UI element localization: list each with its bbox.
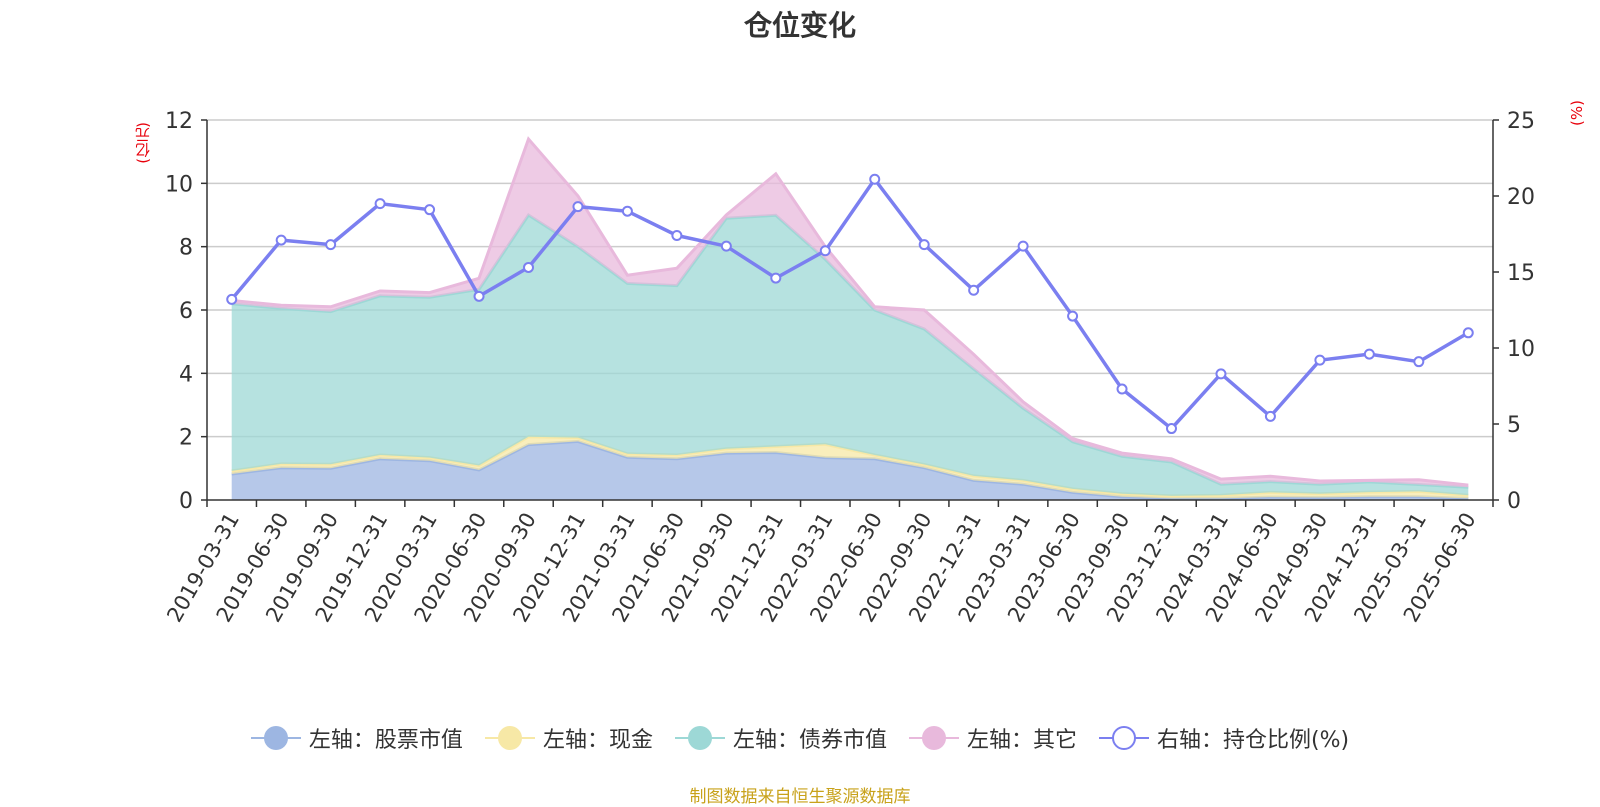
line-point [572, 201, 584, 213]
line-point [523, 261, 534, 273]
legend-item[interactable]: 右轴：持仓比例(%) [1098, 722, 1350, 754]
line-point [1314, 354, 1326, 366]
line-point [720, 240, 732, 252]
line-point [1462, 327, 1474, 339]
right-axis-tick-label: 5 [1507, 413, 1521, 438]
line-point [918, 239, 930, 251]
right-axis-tick-label: 0 [1507, 489, 1521, 514]
line-point [1017, 240, 1029, 252]
line-point [1215, 368, 1227, 380]
line-point [869, 173, 881, 185]
line-point [473, 290, 485, 302]
legend-swatch [1098, 723, 1149, 753]
line-series [226, 173, 1474, 435]
right-axis-tick-label: 25 [1507, 109, 1535, 134]
line-point [968, 284, 980, 296]
left-axis-tick-label: 2 [179, 426, 193, 451]
area-series [231, 136, 1469, 500]
position-chart: 02468101205101520252019-03-312019-06-302… [162, 109, 1535, 626]
line-point [275, 234, 287, 246]
line-point [819, 245, 831, 257]
legend-swatch [484, 723, 535, 753]
right-axis-tick-label: 10 [1507, 337, 1535, 362]
line-右轴：持仓比例(%) [230, 177, 1470, 431]
line-point [621, 205, 633, 217]
source-note: 制图数据来自恒生聚源数据库 [689, 787, 911, 807]
left-axis-tick-label: 8 [179, 236, 193, 261]
line-point [1413, 356, 1425, 368]
line-point [325, 239, 337, 251]
legend-swatch [674, 723, 725, 753]
area-左轴：股票市值 [231, 441, 1469, 500]
legend-label: 左轴：债券市值 [732, 728, 887, 753]
area-左轴：现金 [231, 436, 1469, 499]
line-point [374, 198, 386, 210]
line-point [226, 293, 238, 305]
line-point [1116, 383, 1128, 395]
legend-item[interactable]: 左轴：现金 [484, 722, 653, 754]
left-axis-tick-label: 10 [165, 172, 193, 197]
chart-title: 仓位变化 [743, 9, 856, 42]
legend: 左轴：股票市值 左轴：现金 左轴：债券市值 左轴：其它 右轴：持仓比例(%) [0, 722, 1600, 754]
line-point [1067, 310, 1079, 322]
legend-item[interactable]: 左轴：其它 [908, 722, 1077, 754]
legend-swatch [908, 723, 959, 753]
legend-label: 左轴：现金 [542, 728, 653, 753]
legend-item[interactable]: 左轴：股票市值 [250, 722, 463, 754]
line-point [424, 204, 436, 216]
line-point [671, 230, 683, 242]
line-point [1363, 348, 1375, 360]
left-axis-tick-label: 12 [165, 109, 193, 134]
left-axis-tick-label: 6 [179, 299, 193, 324]
legend-label: 右轴：持仓比例(%) [1156, 728, 1350, 753]
right-axis-tick-label: 20 [1507, 185, 1535, 210]
legend-label: 左轴：股票市值 [308, 728, 463, 753]
line-point [770, 272, 782, 284]
legend-label: 左轴：其它 [966, 728, 1077, 753]
legend-item[interactable]: 左轴：债券市值 [674, 722, 887, 754]
right-axis-tick-label: 15 [1507, 261, 1535, 286]
area-edge-左轴：其它 [231, 136, 1469, 487]
left-axis-tick-label: 4 [179, 362, 193, 387]
area-左轴：债券市值 [231, 215, 1469, 496]
left-axis-tick-label: 0 [179, 489, 193, 514]
legend-swatch [250, 723, 301, 753]
line-point [1264, 410, 1276, 422]
line-point [1166, 423, 1177, 435]
